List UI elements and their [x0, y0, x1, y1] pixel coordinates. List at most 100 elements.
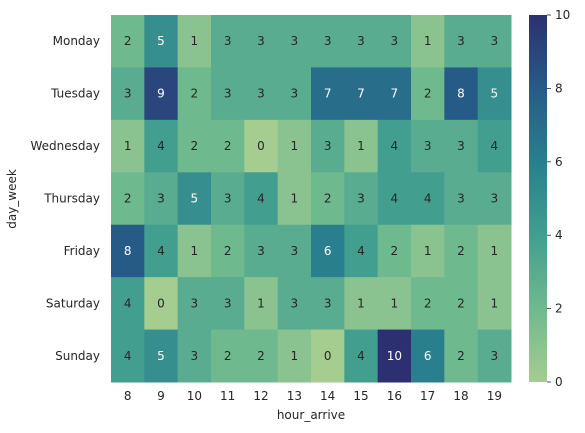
cell-value-label: 3: [457, 34, 465, 48]
heatmap-cell: [411, 224, 445, 278]
x-tick-label: 12: [253, 389, 268, 403]
cell-value-label: 5: [157, 349, 165, 363]
heatmap-cell: [277, 329, 312, 383]
heatmap-cell: [411, 15, 445, 68]
heatmap-cell: [477, 67, 512, 121]
heatmap-cell: [477, 15, 512, 68]
cell-value-label: 3: [291, 244, 299, 258]
heatmap-cell: [244, 15, 279, 68]
cell-value-label: 3: [491, 349, 499, 363]
heatmap-cell: [344, 277, 379, 331]
cell-value-label: 3: [291, 34, 299, 48]
heatmap-cell: [244, 67, 279, 121]
cell-value-label: 1: [191, 244, 199, 258]
cell-value-label: 4: [157, 139, 165, 153]
heatmap-cell: [444, 224, 479, 278]
heatmap-cell: [377, 119, 412, 173]
heatmap-cell: [177, 172, 212, 226]
heatmap-cell: [411, 277, 445, 331]
cell-value-label: 3: [457, 192, 465, 206]
heatmap-cell: [377, 15, 412, 68]
x-tick-label: 9: [157, 389, 165, 403]
cell-value-label: 3: [224, 34, 232, 48]
heatmap-cell: [177, 224, 212, 278]
heatmap-cell: [111, 15, 145, 68]
cell-value-label: 5: [491, 87, 499, 101]
heatmap-cell: [144, 172, 179, 226]
cell-value-label: 6: [424, 349, 432, 363]
heatmap-cell: [444, 172, 479, 226]
heatmap-cell: [477, 277, 512, 331]
x-tick-labels: 8 9 10 11 12 13 14 15 16 17 18 19: [124, 389, 502, 403]
x-tick-label: 16: [387, 389, 402, 403]
cell-value-label: 1: [257, 296, 265, 310]
cell-value-label: 5: [157, 34, 165, 48]
heatmap-cell: [477, 172, 512, 226]
cell-value-label: 3: [291, 296, 299, 310]
heatmap-cell: [111, 277, 145, 331]
cell-value-label: 9: [157, 87, 165, 101]
cell-value-label: 2: [324, 192, 332, 206]
y-tick-labels: Monday Tuesday Wednesday Thursday Friday Satu…: [31, 34, 100, 363]
heatmap-cell: [444, 67, 479, 121]
heatmap-cell: [344, 15, 379, 68]
heatmap-cell: [277, 15, 312, 68]
heatmap-cell: [111, 172, 145, 226]
x-tick-label: 8: [124, 389, 132, 403]
heatmap-cell: [277, 277, 312, 331]
cell-value-label: 3: [491, 192, 499, 206]
y-tick-label: Tuesday: [50, 87, 100, 101]
cell-value-label: 3: [257, 34, 265, 48]
heatmap-cell: [444, 119, 479, 173]
heatmap-cell: [377, 67, 412, 121]
x-tick-label: 19: [487, 389, 502, 403]
cell-value-label: 3: [257, 244, 265, 258]
heatmap-cell: [177, 277, 212, 331]
heatmap-cell: [211, 172, 245, 226]
cell-value-label: 3: [124, 87, 132, 101]
heatmap-cell: [344, 119, 379, 173]
colorbar-ticks: 0 2 4 6 8 10: [547, 8, 570, 389]
cell-value-label: 3: [191, 296, 199, 310]
cell-value-label: 3: [357, 34, 365, 48]
heatmap-cell: [144, 67, 179, 121]
colorbar-tick-label: 6: [555, 155, 563, 169]
heatmap-cell: [311, 224, 345, 278]
heatmap-cell: [277, 224, 312, 278]
x-tick-label: 14: [320, 389, 335, 403]
heatmap-cell: [411, 119, 445, 173]
cell-value-label: 8: [124, 244, 132, 258]
cell-value-label: 3: [324, 296, 332, 310]
x-tick-label: 15: [353, 389, 368, 403]
cell-value-label: 1: [491, 244, 499, 258]
heatmap-cells: [111, 15, 512, 383]
heatmap-cell: [244, 329, 279, 383]
cell-value-label: 2: [424, 296, 432, 310]
x-tick-label: 10: [187, 389, 202, 403]
cell-value-label: 2: [224, 349, 232, 363]
heatmap-cell: [211, 67, 245, 121]
colorbar: [529, 15, 547, 382]
cell-value-label: 4: [357, 244, 365, 258]
cell-value-label: 2: [424, 87, 432, 101]
cell-value-label: 2: [457, 296, 465, 310]
x-tick-label: 17: [420, 389, 435, 403]
colorbar-tick-label: 8: [555, 81, 563, 95]
heatmap-cell: [444, 15, 479, 68]
heatmap-cell: [211, 15, 245, 68]
heatmap-cell: [377, 224, 412, 278]
cell-value-label: 3: [491, 34, 499, 48]
heatmap-cell: [377, 172, 412, 226]
cell-value-label: 3: [291, 87, 299, 101]
cell-value-label: 2: [257, 349, 265, 363]
cell-value-label: 3: [357, 192, 365, 206]
heatmap-cell: [344, 224, 379, 278]
cell-value-label: 4: [424, 192, 432, 206]
heatmap-cell: [177, 119, 212, 173]
colorbar-tick-label: 0: [555, 375, 563, 389]
heatmap-cell: [144, 277, 179, 331]
cell-value-label: 2: [224, 244, 232, 258]
cell-value-label: 1: [424, 34, 432, 48]
heatmap-cell: [377, 277, 412, 331]
heatmap-cell: [144, 329, 179, 383]
